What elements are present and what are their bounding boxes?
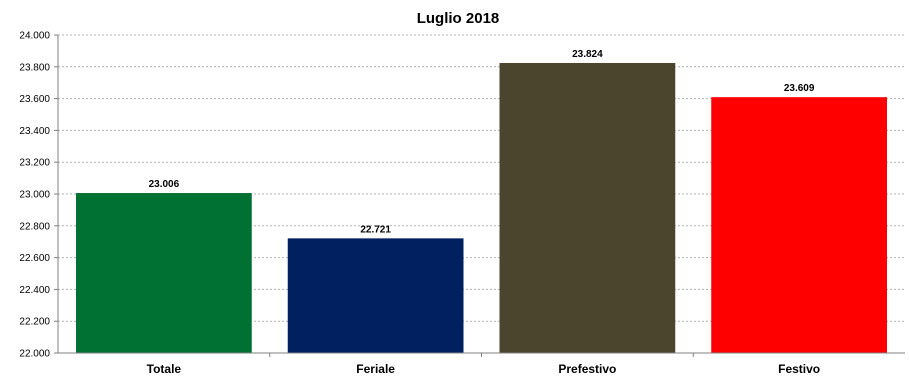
data-label-festivo: 23.609 [784,83,815,94]
data-label-prefestivo: 23.824 [572,49,603,60]
bar-totale [75,193,252,353]
bar-feriale [287,238,464,353]
y-tick-label: 23.400 [19,126,50,137]
y-tick-label: 23.000 [19,190,50,201]
y-tick-label: 22.600 [19,253,50,264]
x-tick-label-feriale: Feriale [356,362,395,376]
bar-festivo [711,97,888,353]
data-labels: 23.006 22.721 23.824 23.609 [149,49,815,235]
y-axis-ticks: 22.000 22.200 22.400 22.600 22.800 23.000 23.2… [19,31,58,360]
y-tick-label: 22.200 [19,317,50,328]
data-label-totale: 23.006 [149,179,180,190]
y-tick-label: 22.000 [19,349,50,360]
x-tick-label-prefestivo: Prefestivo [558,362,616,376]
x-axis-ticks: Totale Feriale Prefestivo Festivo [147,353,820,376]
y-tick-label: 23.600 [19,94,50,105]
y-tick-label: 24.000 [19,31,50,42]
x-tick-label-totale: Totale [147,362,182,376]
data-label-feriale: 22.721 [360,224,391,235]
y-tick-label: 23.200 [19,158,50,169]
y-tick-label: 22.400 [19,285,50,296]
bars [75,62,888,353]
y-tick-label: 23.800 [19,62,50,73]
x-tick-label-festivo: Festivo [778,362,820,376]
y-tick-label: 22.800 [19,221,50,232]
chart-title: Luglio 2018 [417,10,500,27]
bar-prefestivo [499,62,676,353]
